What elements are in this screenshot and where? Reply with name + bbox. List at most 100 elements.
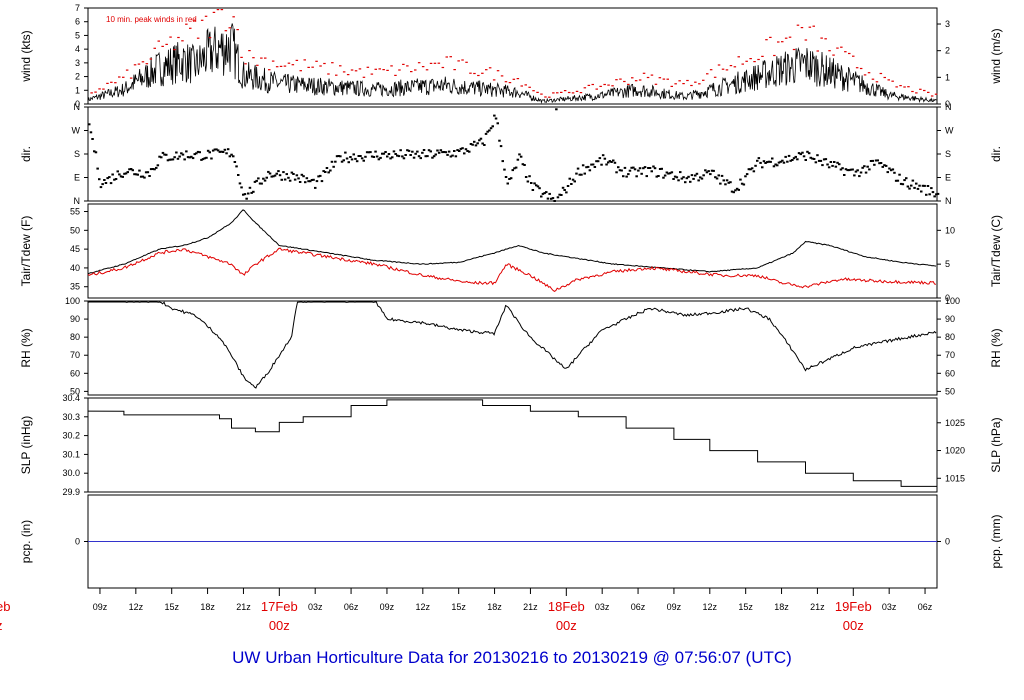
direction-point	[287, 176, 290, 179]
direction-point	[571, 178, 575, 181]
peak-wind-point	[402, 63, 405, 65]
direction-point	[233, 161, 237, 163]
direction-point	[747, 168, 751, 171]
direction-point	[248, 186, 252, 189]
panel-frame-slp	[87, 397, 938, 493]
date-hour-label-left: z	[0, 618, 3, 633]
direction-point	[265, 176, 268, 179]
direction-point	[221, 151, 225, 153]
direction-point	[737, 188, 740, 191]
ytick-label-right: 50	[945, 386, 955, 396]
xtick-label: 12z	[129, 602, 144, 612]
direction-point	[581, 164, 585, 167]
direction-point	[260, 182, 263, 185]
direction-point	[481, 142, 484, 145]
peak-wind-point	[690, 84, 693, 87]
direction-point	[322, 170, 325, 173]
peak-wind-point	[757, 58, 760, 61]
direction-point	[896, 179, 900, 182]
direction-point	[682, 176, 685, 179]
peak-wind-point	[670, 85, 673, 87]
peak-wind-point	[658, 77, 662, 79]
direction-point	[784, 155, 787, 158]
direction-point	[673, 175, 677, 178]
direction-point	[357, 155, 360, 157]
direction-point	[905, 177, 908, 180]
peak-wind-point	[678, 80, 681, 82]
direction-point	[421, 151, 424, 154]
direction-point	[598, 157, 602, 160]
direction-point	[750, 167, 754, 170]
direction-point	[302, 175, 305, 178]
peak-wind-point	[461, 59, 464, 61]
xtick-label: 12z	[703, 602, 718, 612]
direction-point	[139, 175, 143, 178]
peak-wind-point	[769, 36, 772, 38]
direction-point	[288, 179, 292, 182]
direction-point	[841, 167, 844, 170]
direction-point	[228, 155, 232, 158]
direction-point	[916, 187, 920, 190]
peak-wind-point	[867, 72, 871, 74]
direction-point	[389, 157, 392, 160]
peak-wind-point	[919, 88, 922, 90]
date-hour-label: 00z	[843, 618, 864, 633]
direction-point	[714, 176, 717, 179]
peak-wind-point	[832, 54, 835, 56]
direction-point	[699, 176, 702, 179]
direction-point	[724, 183, 727, 186]
direction-point	[466, 150, 469, 152]
direction-point	[563, 189, 566, 191]
direction-point	[657, 175, 660, 177]
direction-point	[386, 155, 389, 158]
direction-point	[223, 148, 227, 151]
direction-point	[576, 167, 580, 170]
direction-point	[123, 172, 126, 175]
direction-point	[166, 159, 170, 162]
ytick-label-left: W	[72, 126, 81, 136]
direction-point	[511, 169, 514, 172]
direction-point	[687, 175, 690, 178]
peak-wind-point	[709, 69, 713, 71]
ylabel-left-wind: wind (kts)	[19, 30, 33, 82]
direction-point	[499, 145, 503, 148]
xtick-label: 18z	[200, 602, 215, 612]
direction-point	[704, 169, 707, 172]
direction-point	[486, 130, 489, 133]
peak-wind-point	[492, 79, 496, 81]
direction-point	[689, 180, 692, 183]
direction-point	[334, 160, 337, 163]
direction-point	[242, 193, 245, 196]
direction-point	[479, 137, 483, 140]
direction-point	[583, 172, 586, 175]
direction-point	[293, 178, 297, 181]
peak-wind-point	[698, 83, 701, 85]
direction-point	[340, 160, 344, 163]
direction-point	[817, 159, 821, 162]
direction-point	[277, 170, 280, 173]
peak-wind-point	[386, 69, 389, 71]
direction-point	[432, 155, 436, 158]
ylabel-left-rh: RH (%)	[19, 328, 33, 367]
peak-wind-point	[137, 63, 141, 65]
direction-point	[496, 122, 499, 125]
direction-point	[864, 171, 868, 174]
direction-point	[283, 178, 287, 181]
peak-wind-point	[268, 69, 271, 71]
peak-wind-point	[623, 80, 626, 83]
direction-point	[675, 176, 679, 179]
peak-wind-point	[264, 57, 267, 59]
peak-wind-point	[488, 67, 492, 69]
date-label: 17Feb	[261, 599, 298, 614]
direction-point	[146, 171, 150, 174]
peak-wind-point	[516, 78, 520, 80]
series-line-tdew	[87, 247, 937, 292]
direction-point	[849, 168, 853, 171]
direction-point	[920, 190, 923, 193]
direction-point	[404, 154, 407, 156]
direction-point	[307, 180, 310, 183]
direction-point	[625, 175, 628, 178]
direction-point	[627, 173, 630, 176]
direction-point	[195, 152, 198, 155]
direction-point	[901, 183, 905, 186]
